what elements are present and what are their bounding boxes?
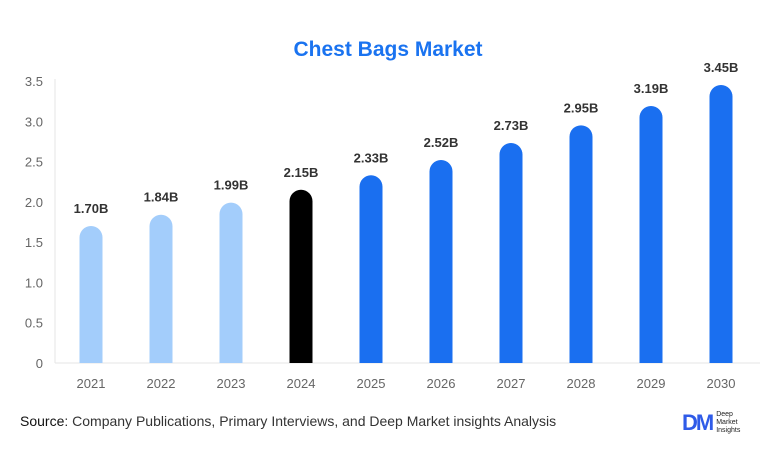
y-tick-label: 2.0 <box>25 195 43 210</box>
x-tick-label: 2030 <box>707 376 736 391</box>
y-tick-label: 0 <box>36 356 43 371</box>
data-label: 2.73B <box>494 118 529 133</box>
bar <box>289 189 313 363</box>
bar <box>429 159 453 363</box>
logo-text-line: Deep <box>716 411 733 418</box>
x-tick-label: 2027 <box>497 376 526 391</box>
logo-text-line: Market <box>716 419 738 426</box>
y-tick-label: 3.0 <box>25 114 43 129</box>
chart-title: Chest Bags Market <box>293 38 483 61</box>
data-label: 2.95B <box>564 100 599 115</box>
bar <box>569 125 593 363</box>
data-label: 2.15B <box>284 165 319 180</box>
x-tick-label: 2026 <box>427 376 456 391</box>
data-label: 1.84B <box>144 190 179 205</box>
logo-text-line: Insights <box>716 427 741 434</box>
logo: DM Deep Market Insights <box>682 410 740 436</box>
y-tick-label: 1.0 <box>25 275 43 290</box>
data-label: 3.45B <box>704 60 739 75</box>
y-tick-label: 2.5 <box>25 155 43 170</box>
logo-text: Deep Market Insights <box>716 411 740 435</box>
bar <box>359 175 383 363</box>
bar <box>79 226 103 363</box>
data-label: 2.52B <box>424 135 459 150</box>
y-tick-label: 3.5 <box>25 74 43 89</box>
x-tick-label: 2025 <box>357 376 386 391</box>
y-tick-label: 0.5 <box>25 316 43 331</box>
bar-chart: 0 0.5 1.0 1.5 2.0 2.5 3.0 3.5 1.70B 2021 1.84B 2022… <box>25 60 760 391</box>
source-label: Source <box>20 413 65 429</box>
data-label: 3.19B <box>634 81 669 96</box>
data-label: 1.70B <box>74 201 109 216</box>
source-text: : Company Publications, Primary Intervie… <box>64 413 557 429</box>
bar <box>219 202 243 363</box>
y-tick-label: 1.5 <box>25 235 43 250</box>
logo-mark: DM <box>682 410 714 435</box>
data-label: 1.99B <box>214 178 249 193</box>
data-label: 2.33B <box>354 150 389 165</box>
x-tick-label: 2021 <box>77 376 106 391</box>
source-note: Source: Company Publications, Primary In… <box>20 413 556 429</box>
x-tick-label: 2024 <box>287 376 316 391</box>
x-tick-label: 2028 <box>567 376 596 391</box>
bar <box>639 105 663 363</box>
x-tick-label: 2023 <box>217 376 246 391</box>
bar <box>149 214 173 363</box>
x-tick-label: 2022 <box>147 376 176 391</box>
x-tick-label: 2029 <box>637 376 666 391</box>
bar <box>709 85 733 364</box>
bar <box>499 143 523 363</box>
